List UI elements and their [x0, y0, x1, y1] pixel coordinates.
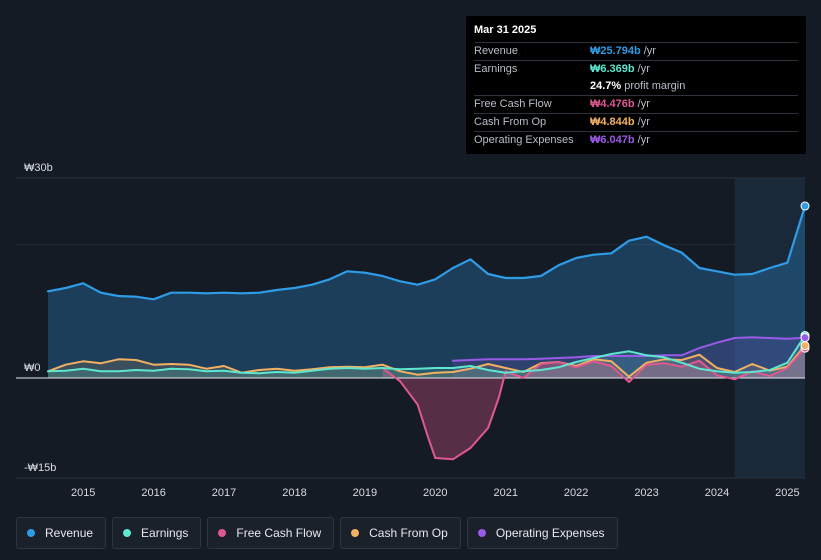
legend-label: Cash From Op [369, 526, 448, 540]
tooltip-label [474, 78, 590, 94]
data-tooltip: Mar 31 2025 Revenue ₩25.794b /yr Earning… [466, 16, 806, 154]
tooltip-row-profit-margin: 24.7% profit margin [474, 78, 798, 94]
tooltip-value: ₩4.476b [590, 98, 635, 110]
tooltip-value: ₩6.047b [590, 134, 635, 146]
highlight-band [734, 178, 805, 478]
legend-dot-icon [351, 529, 360, 537]
y-tick-label: ₩30b [24, 162, 53, 174]
x-tick-label: 2019 [353, 487, 377, 499]
tooltip-row-cash-from-op: Cash From Op ₩4.844b /yr [474, 113, 798, 130]
tooltip-row-operating-expenses: Operating Expenses ₩6.047b /yr [474, 131, 798, 148]
tooltip-unit: /yr [637, 134, 650, 146]
legend-dot-icon [218, 529, 227, 537]
x-tick-label: 2022 [564, 487, 588, 499]
area-free-cash-flow [382, 348, 805, 460]
line-free-cash-flow [381, 347, 806, 461]
tooltip-unit: profit margin [624, 80, 686, 92]
x-tick-label: 2021 [493, 487, 517, 499]
area-revenue [48, 206, 805, 378]
area-earnings [48, 335, 805, 378]
legend-free-cash-flow[interactable]: Free Cash Flow [207, 517, 335, 549]
legend-earnings[interactable]: Earnings [112, 517, 202, 549]
x-tick-label: 2023 [634, 487, 658, 499]
x-tick-label: 2018 [282, 487, 306, 499]
tooltip-value: 24.7% [590, 80, 622, 92]
tooltip-label: Revenue [474, 45, 519, 57]
y-tick-label: -₩15b [24, 462, 56, 474]
legend-revenue[interactable]: Revenue [16, 517, 107, 549]
tooltip-label: Operating Expenses [474, 134, 574, 146]
chart-legend: Revenue Earnings Free Cash Flow Cash Fro… [16, 517, 618, 549]
line-revenue [46, 204, 807, 301]
tooltip-value: ₩25.794b [590, 45, 641, 57]
legend-label: Free Cash Flow [236, 526, 322, 540]
endpoint-revenue [800, 201, 810, 211]
x-tick-label: 2017 [212, 487, 236, 499]
line-cash-from-op [47, 344, 806, 378]
y-tick-label: ₩0 [24, 362, 41, 374]
endpoint-operating-expenses [800, 333, 810, 343]
tooltip-row-earnings: Earnings ₩6.369b /yr [474, 60, 798, 77]
legend-label: Earnings [141, 526, 189, 540]
x-tick-label: 2015 [71, 487, 95, 499]
tooltip-unit: /yr [637, 116, 650, 128]
legend-dot-icon [477, 529, 486, 537]
tooltip-unit: /yr [643, 45, 656, 57]
legend-operating-expenses[interactable]: Operating Expenses [466, 517, 618, 549]
legend-label: Revenue [45, 526, 94, 540]
tooltip-label: Free Cash Flow [474, 98, 552, 110]
legend-cash-from-op[interactable]: Cash From Op [340, 517, 461, 549]
tooltip-unit: /yr [637, 98, 650, 110]
endpoint-cash-from-op [800, 341, 810, 351]
line-operating-expenses [451, 336, 806, 362]
tooltip-unit: /yr [637, 63, 650, 75]
tooltip-row-revenue: Revenue ₩25.794b /yr [474, 42, 798, 59]
tooltip-label: Earnings [474, 63, 518, 75]
tooltip-value: ₩6.369b [590, 63, 635, 75]
x-tick-label: 2025 [775, 487, 799, 499]
line-earnings [47, 334, 806, 375]
x-tick-label: 2016 [141, 487, 165, 499]
tooltip-label: Cash From Op [474, 116, 547, 128]
legend-dot-icon [27, 529, 35, 537]
x-tick-label: 2024 [705, 487, 729, 499]
tooltip-row-free-cash-flow: Free Cash Flow ₩4.476b /yr [474, 95, 798, 112]
legend-dot-icon [123, 529, 132, 537]
x-tick-label: 2020 [423, 487, 447, 499]
legend-label: Operating Expenses [495, 526, 605, 540]
tooltip-value: ₩4.844b [590, 116, 635, 128]
tooltip-date: Mar 31 2025 [474, 24, 537, 36]
